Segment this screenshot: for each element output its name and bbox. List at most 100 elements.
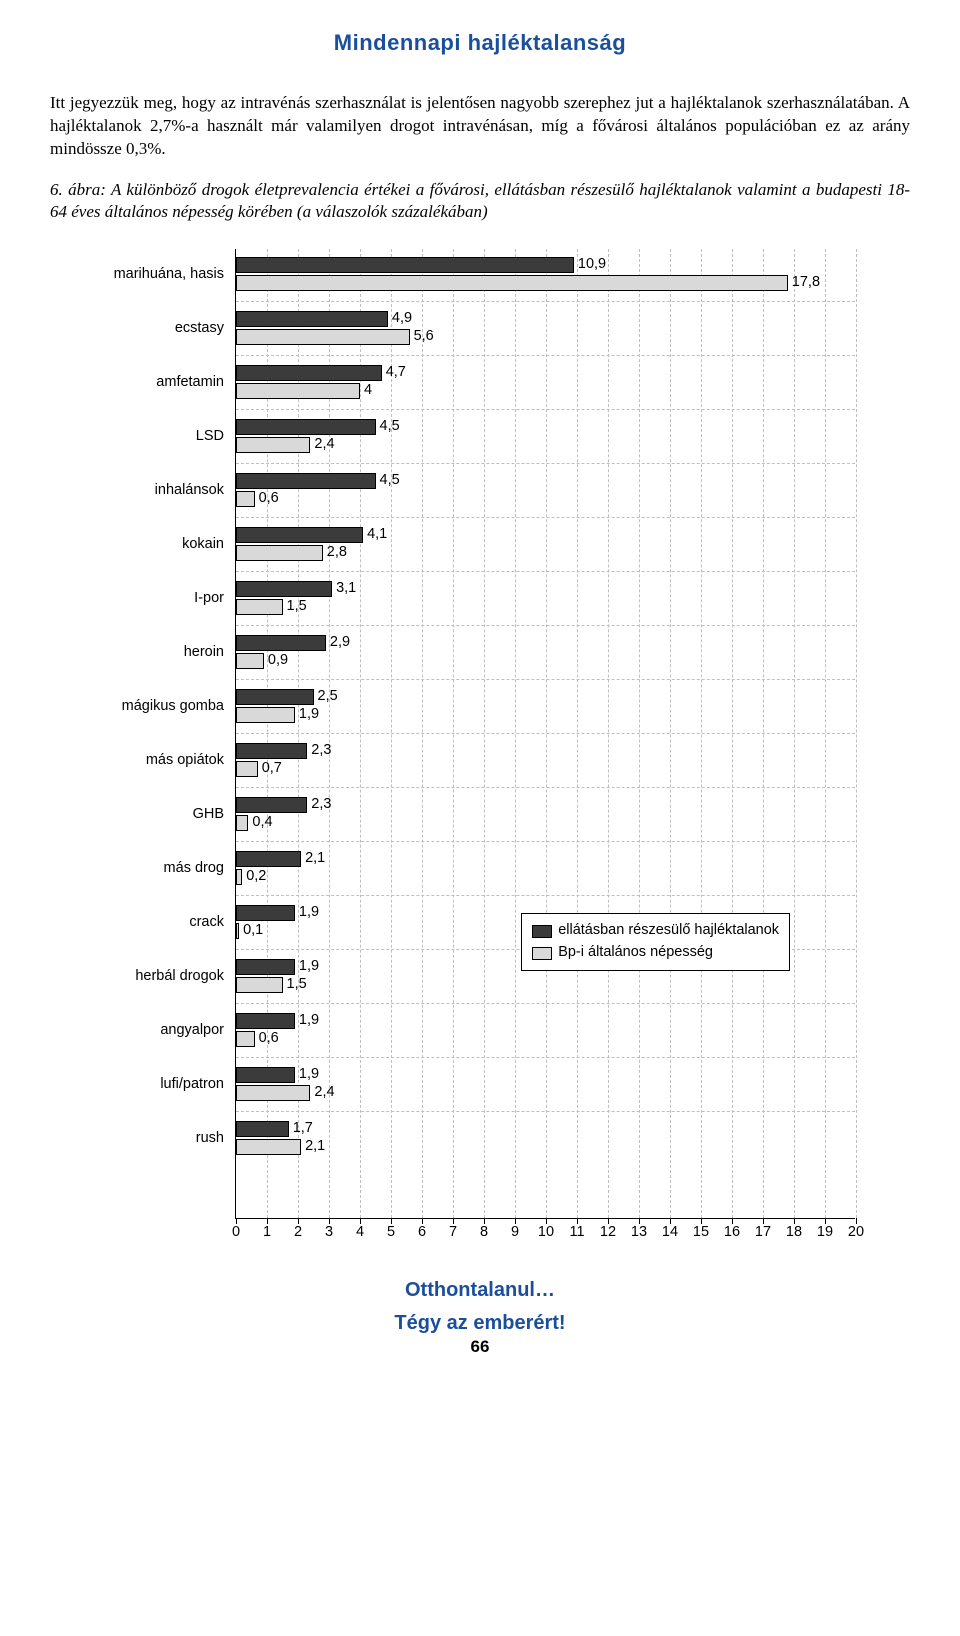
hgridline	[236, 1003, 855, 1004]
bar-series2	[236, 761, 258, 777]
bar-value-label: 3,1	[336, 580, 356, 596]
bar-value-label: 0,1	[243, 922, 263, 938]
category-label: inhalánsok	[155, 482, 236, 498]
hgridline	[236, 301, 855, 302]
legend-item: Bp-i általános népesség	[532, 942, 779, 964]
x-tick-label: 17	[755, 1218, 771, 1240]
bar-series1	[236, 581, 332, 597]
x-tick-label: 13	[631, 1218, 647, 1240]
bar-value-label: 2,1	[305, 1138, 325, 1154]
bar-series1	[236, 1067, 295, 1083]
hgridline	[236, 733, 855, 734]
bar-series1	[236, 959, 295, 975]
bar-series2	[236, 383, 360, 399]
footer-line-2: Tégy az emberért!	[50, 1312, 910, 1335]
bar-value-label: 0,7	[262, 760, 282, 776]
x-tick-label: 6	[418, 1218, 426, 1240]
category-label: crack	[189, 914, 236, 930]
bar-value-label: 4,9	[392, 310, 412, 326]
hgridline	[236, 1111, 855, 1112]
bar-value-label: 1,5	[287, 598, 307, 614]
bar-value-label: 1,7	[293, 1120, 313, 1136]
bar-series2	[236, 275, 788, 291]
gridline	[856, 249, 857, 1218]
bar-series2	[236, 815, 248, 831]
bar-series2	[236, 869, 242, 885]
x-tick-label: 15	[693, 1218, 709, 1240]
x-tick-label: 3	[325, 1218, 333, 1240]
x-tick-label: 10	[538, 1218, 554, 1240]
bar-value-label: 4,1	[367, 526, 387, 542]
bar-value-label: 4	[364, 382, 372, 398]
x-tick-label: 8	[480, 1218, 488, 1240]
hgridline	[236, 463, 855, 464]
bar-value-label: 2,4	[314, 436, 334, 452]
x-tick-label: 19	[817, 1218, 833, 1240]
footer-line-1: Otthontalanul…	[50, 1279, 910, 1302]
bar-series2	[236, 1031, 255, 1047]
hgridline	[236, 571, 855, 572]
legend: ellátásban részesülő hajléktalanokBp-i á…	[521, 913, 790, 971]
prevalence-bar-chart: 01234567891011121314151617181920marihuán…	[95, 239, 865, 1259]
x-tick-label: 14	[662, 1218, 678, 1240]
bar-value-label: 0,2	[246, 868, 266, 884]
page-header-title: Mindennapi hajléktalanság	[50, 30, 910, 56]
category-label: lufi/patron	[160, 1076, 236, 1092]
bar-value-label: 2,3	[311, 742, 331, 758]
x-tick-label: 0	[232, 1218, 240, 1240]
hgridline	[236, 1057, 855, 1058]
x-tick-label: 20	[848, 1218, 864, 1240]
category-label: más opiátok	[146, 752, 236, 768]
x-tick-label: 9	[511, 1218, 519, 1240]
bar-value-label: 17,8	[792, 274, 820, 290]
bar-value-label: 2,5	[318, 688, 338, 704]
legend-label: Bp-i általános népesség	[558, 942, 713, 964]
bar-value-label: 4,7	[386, 364, 406, 380]
x-tick-label: 16	[724, 1218, 740, 1240]
bar-series2	[236, 923, 239, 939]
category-label: GHB	[193, 806, 236, 822]
bar-value-label: 1,9	[299, 904, 319, 920]
x-tick-label: 12	[600, 1218, 616, 1240]
bar-value-label: 1,9	[299, 1012, 319, 1028]
hgridline	[236, 355, 855, 356]
category-label: mágikus gomba	[122, 698, 236, 714]
bar-series1	[236, 743, 307, 759]
category-label: herbál drogok	[135, 968, 236, 984]
bar-value-label: 0,6	[259, 490, 279, 506]
bar-value-label: 0,9	[268, 652, 288, 668]
bar-value-label: 1,9	[299, 706, 319, 722]
bar-series1	[236, 365, 382, 381]
bar-series1	[236, 257, 574, 273]
category-label: heroin	[184, 644, 236, 660]
bar-series1	[236, 797, 307, 813]
bar-value-label: 1,9	[299, 958, 319, 974]
page-number: 66	[50, 1337, 910, 1357]
x-tick-label: 2	[294, 1218, 302, 1240]
legend-swatch	[532, 947, 552, 960]
bar-value-label: 4,5	[380, 472, 400, 488]
bar-series1	[236, 311, 388, 327]
hgridline	[236, 517, 855, 518]
bar-value-label: 1,9	[299, 1066, 319, 1082]
bar-series1	[236, 473, 376, 489]
bar-value-label: 0,6	[259, 1030, 279, 1046]
bar-value-label: 2,8	[327, 544, 347, 560]
bar-value-label: 5,6	[414, 328, 434, 344]
category-label: angyalpor	[160, 1022, 236, 1038]
bar-series2	[236, 1085, 310, 1101]
category-label: ecstasy	[175, 320, 236, 336]
bar-value-label: 4,5	[380, 418, 400, 434]
category-label: rush	[196, 1130, 236, 1146]
page: Mindennapi hajléktalanság Itt jegyezzük …	[0, 0, 960, 1377]
figure-caption: 6. ábra: A különböző drogok életprevalen…	[50, 179, 910, 223]
category-label: kokain	[182, 536, 236, 552]
hgridline	[236, 841, 855, 842]
bar-series1	[236, 689, 314, 705]
x-tick-label: 11	[569, 1218, 584, 1240]
bar-series1	[236, 419, 376, 435]
bar-value-label: 0,4	[252, 814, 272, 830]
bar-value-label: 2,4	[314, 1084, 334, 1100]
hgridline	[236, 409, 855, 410]
bar-series1	[236, 635, 326, 651]
